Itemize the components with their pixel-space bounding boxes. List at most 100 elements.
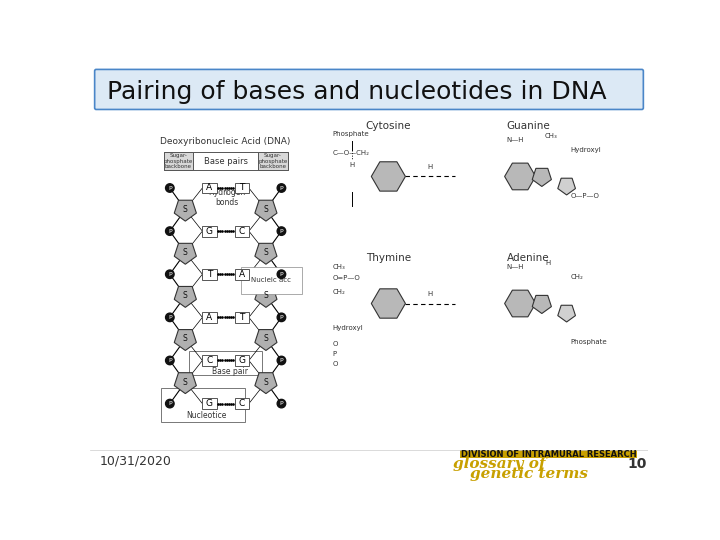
Text: Base pairs: Base pairs xyxy=(204,157,248,166)
Polygon shape xyxy=(532,168,552,186)
Text: Adenine: Adenine xyxy=(507,253,549,263)
Text: C: C xyxy=(239,399,245,408)
Circle shape xyxy=(166,400,174,408)
Text: CH₃: CH₃ xyxy=(333,264,346,270)
Text: DIVISION OF INTRAMURAL RESEARCH: DIVISION OF INTRAMURAL RESEARCH xyxy=(461,450,636,459)
FancyBboxPatch shape xyxy=(202,398,217,409)
Polygon shape xyxy=(255,373,277,394)
Circle shape xyxy=(166,270,174,279)
Text: G: G xyxy=(238,356,246,365)
Text: P: P xyxy=(279,401,283,406)
Polygon shape xyxy=(558,178,575,195)
Text: CH₂: CH₂ xyxy=(570,274,583,280)
Polygon shape xyxy=(174,286,197,307)
Text: P: P xyxy=(279,315,283,320)
Text: P: P xyxy=(168,228,171,234)
Text: Thymine: Thymine xyxy=(366,253,411,263)
Text: C—O—CH₂: C—O—CH₂ xyxy=(333,150,369,156)
Polygon shape xyxy=(255,329,277,350)
Text: Sugar-
phosphate
backbone: Sugar- phosphate backbone xyxy=(258,153,287,169)
Polygon shape xyxy=(532,295,552,314)
FancyBboxPatch shape xyxy=(189,351,262,375)
Polygon shape xyxy=(372,162,405,191)
Polygon shape xyxy=(174,244,197,264)
FancyBboxPatch shape xyxy=(163,152,287,170)
Text: 10/31/2020: 10/31/2020 xyxy=(99,454,171,467)
Text: O=P—O: O=P—O xyxy=(333,275,360,281)
Text: CH₃: CH₃ xyxy=(545,133,558,139)
Text: O: O xyxy=(333,341,338,347)
Text: Pairing of bases and nucleotides in DNA: Pairing of bases and nucleotides in DNA xyxy=(107,80,607,104)
Circle shape xyxy=(277,270,286,279)
Polygon shape xyxy=(174,329,197,350)
Text: Hydroxyl: Hydroxyl xyxy=(333,326,364,332)
Polygon shape xyxy=(255,286,277,307)
Circle shape xyxy=(166,227,174,235)
Text: S: S xyxy=(183,377,188,387)
Text: H: H xyxy=(428,291,433,297)
FancyBboxPatch shape xyxy=(202,355,217,366)
Text: G: G xyxy=(206,227,213,235)
Text: Hydroxyl: Hydroxyl xyxy=(570,147,601,153)
Text: Deoxyribonucleic Acid (DNA): Deoxyribonucleic Acid (DNA) xyxy=(161,137,291,146)
Text: S: S xyxy=(264,291,269,300)
FancyBboxPatch shape xyxy=(161,388,245,422)
Text: S: S xyxy=(264,248,269,257)
Text: Cytosine: Cytosine xyxy=(366,121,411,131)
Text: Phosphate: Phosphate xyxy=(333,131,369,137)
Circle shape xyxy=(277,227,286,235)
Polygon shape xyxy=(505,163,536,190)
FancyBboxPatch shape xyxy=(235,398,249,409)
Circle shape xyxy=(277,313,286,322)
Text: T: T xyxy=(239,184,245,192)
Text: P: P xyxy=(333,351,337,357)
Text: C: C xyxy=(206,356,212,365)
FancyBboxPatch shape xyxy=(202,312,217,323)
Text: T: T xyxy=(207,270,212,279)
Text: A: A xyxy=(207,313,212,322)
Text: P: P xyxy=(279,186,283,191)
Text: H: H xyxy=(428,164,433,170)
Text: CH₂: CH₂ xyxy=(333,289,346,295)
Text: genetic terms: genetic terms xyxy=(469,467,588,481)
Text: P: P xyxy=(168,315,171,320)
Text: P: P xyxy=(168,401,171,406)
Text: Hydrogen
bonds: Hydrogen bonds xyxy=(209,187,246,207)
Text: Phosphate: Phosphate xyxy=(570,339,607,345)
Text: S: S xyxy=(264,377,269,387)
FancyBboxPatch shape xyxy=(235,226,249,237)
Text: glossary of: glossary of xyxy=(453,457,545,471)
Circle shape xyxy=(277,356,286,365)
Polygon shape xyxy=(505,290,536,317)
Polygon shape xyxy=(174,200,197,221)
FancyBboxPatch shape xyxy=(202,226,217,237)
Text: G: G xyxy=(206,399,213,408)
Text: Base pair: Base pair xyxy=(212,367,248,376)
Text: T: T xyxy=(239,313,245,322)
Text: P: P xyxy=(168,186,171,191)
Circle shape xyxy=(166,184,174,192)
Text: S: S xyxy=(183,334,188,343)
Text: S: S xyxy=(264,334,269,343)
FancyBboxPatch shape xyxy=(235,183,249,193)
FancyBboxPatch shape xyxy=(461,450,637,458)
FancyBboxPatch shape xyxy=(94,70,644,110)
FancyBboxPatch shape xyxy=(202,269,217,280)
Polygon shape xyxy=(174,373,197,394)
Text: P: P xyxy=(279,272,283,276)
Text: N—H: N—H xyxy=(506,137,523,143)
Text: Guanine: Guanine xyxy=(506,121,550,131)
Text: N—H: N—H xyxy=(506,264,523,270)
Text: S: S xyxy=(183,291,188,300)
Text: P: P xyxy=(168,358,171,363)
Text: Sugar-
phosphate
backbone: Sugar- phosphate backbone xyxy=(163,153,193,169)
FancyBboxPatch shape xyxy=(202,183,217,193)
Text: S: S xyxy=(183,248,188,257)
Text: Nucleic acc: Nucleic acc xyxy=(251,278,291,284)
Text: P: P xyxy=(279,358,283,363)
FancyBboxPatch shape xyxy=(235,312,249,323)
Text: P: P xyxy=(168,272,171,276)
Circle shape xyxy=(277,184,286,192)
Text: O: O xyxy=(333,361,338,367)
FancyBboxPatch shape xyxy=(235,355,249,366)
